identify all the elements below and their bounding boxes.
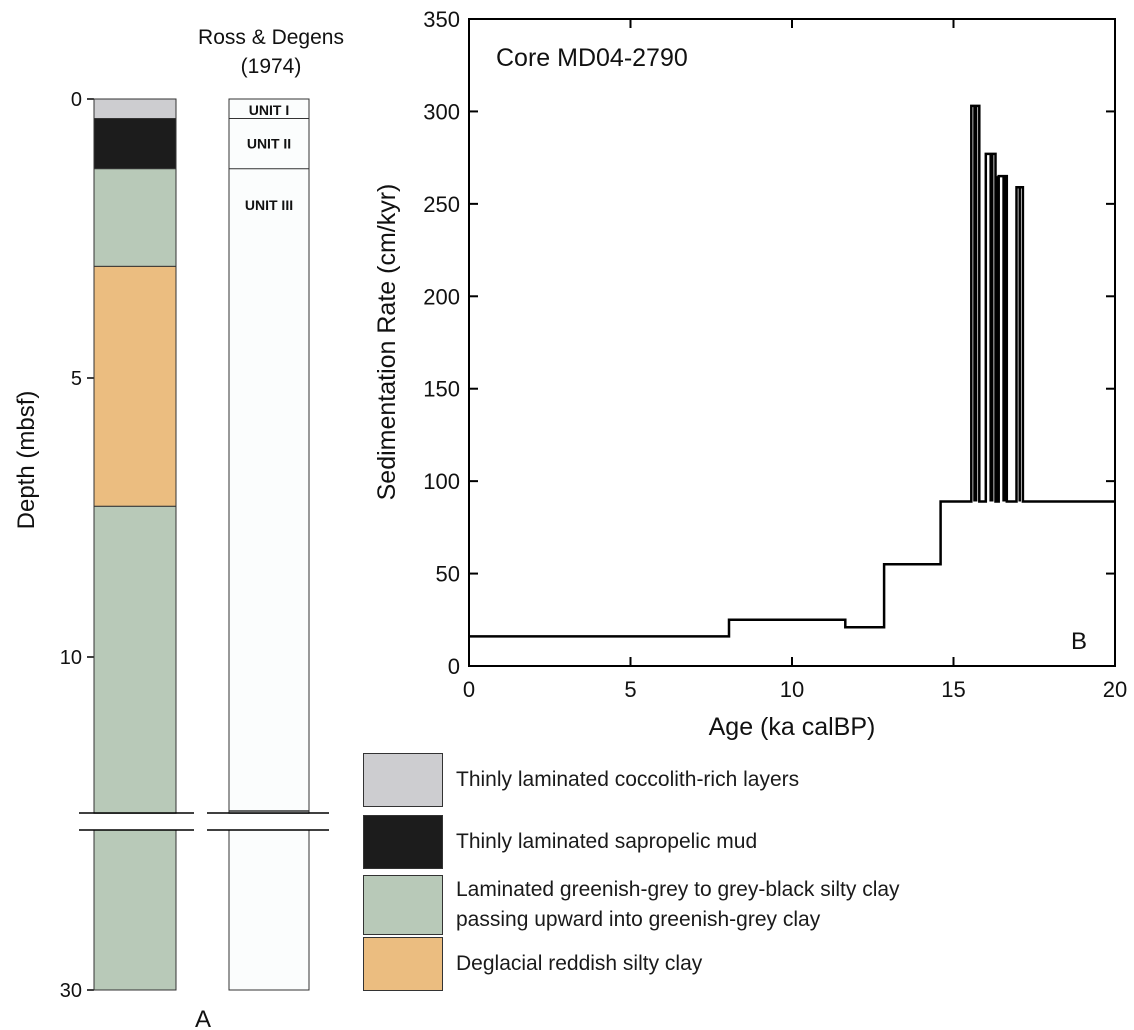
- legend-swatch: [363, 937, 443, 991]
- y-tick-label: 350: [423, 7, 460, 32]
- legend-item: Thinly laminated coccolith-rich layers: [363, 753, 799, 807]
- legend-swatch: [363, 753, 443, 807]
- y-tick-label: 150: [423, 377, 460, 402]
- lithology-layer-greenish_grey: [93, 829, 177, 991]
- lithology-layer-coccolith: [93, 98, 177, 120]
- x-tick-label: 15: [941, 677, 965, 702]
- sedimentation-rate-line: [469, 104, 1115, 638]
- depth-tick-label: 10: [60, 647, 82, 669]
- axis-break-gap: [60, 814, 350, 829]
- unit-label: UNIT II: [247, 136, 291, 152]
- legend-label: Laminated greenish-grey to grey-black si…: [456, 878, 900, 931]
- legend-item: Deglacial reddish silty clay: [363, 937, 702, 991]
- unit-column-box: [228, 829, 310, 991]
- x-tick-label: 10: [780, 677, 804, 702]
- x-tick-label: 20: [1103, 677, 1127, 702]
- lithology-layer-greenish_grey: [93, 168, 177, 267]
- lithology-layer-greenish_grey: [93, 505, 177, 814]
- y-tick-label: 300: [423, 99, 460, 124]
- unit-column-box: [228, 98, 310, 814]
- y-axis-label: Sedimentation Rate (cm/kyr): [373, 184, 401, 501]
- depth-tick-label: 0: [71, 89, 82, 111]
- unit-column-title: (1974): [241, 55, 302, 78]
- legend-swatch: [363, 815, 443, 869]
- lithology-layer-sapropel: [93, 118, 177, 170]
- legend-item: Laminated greenish-grey to grey-black si…: [363, 875, 900, 935]
- legend-swatch: [363, 875, 443, 935]
- y-tick-label: 100: [423, 469, 460, 494]
- legend-label: Thinly laminated sapropelic mud: [456, 830, 758, 853]
- legend-label: Thinly laminated coccolith-rich layers: [456, 768, 800, 791]
- depth-tick-label: 5: [71, 368, 82, 390]
- unit-label: UNIT I: [249, 102, 289, 118]
- y-tick-label: 250: [423, 192, 460, 217]
- y-tick-label: 200: [423, 284, 460, 309]
- panel-a-stratigraphy: 0 5 10 30 Depth (mbsf) UNIT I UNIT II UNIT III R…: [13, 26, 350, 1030]
- lithology-layer-reddish: [93, 265, 177, 507]
- legend-label: Deglacial reddish silty clay: [456, 952, 703, 975]
- y-tick-label: 50: [436, 562, 460, 587]
- x-tick-label: 0: [463, 677, 475, 702]
- x-axis-label: Age (ka calBP): [709, 713, 876, 741]
- unit-column-title: Ross & Degens: [198, 26, 344, 49]
- panel-label-b: B: [1071, 628, 1087, 655]
- x-tick-label: 5: [624, 677, 636, 702]
- legend-item: Thinly laminated sapropelic mud: [363, 815, 757, 869]
- unit-label: UNIT III: [245, 197, 293, 213]
- y-tick-label: 0: [448, 654, 460, 679]
- depth-axis-label: Depth (mbsf): [13, 391, 40, 530]
- plot-frame: [468, 18, 1116, 667]
- chart-title: Core MD04-2790: [496, 44, 688, 72]
- depth-tick-label: 30: [60, 980, 82, 1002]
- panel-label-a: A: [195, 1006, 211, 1030]
